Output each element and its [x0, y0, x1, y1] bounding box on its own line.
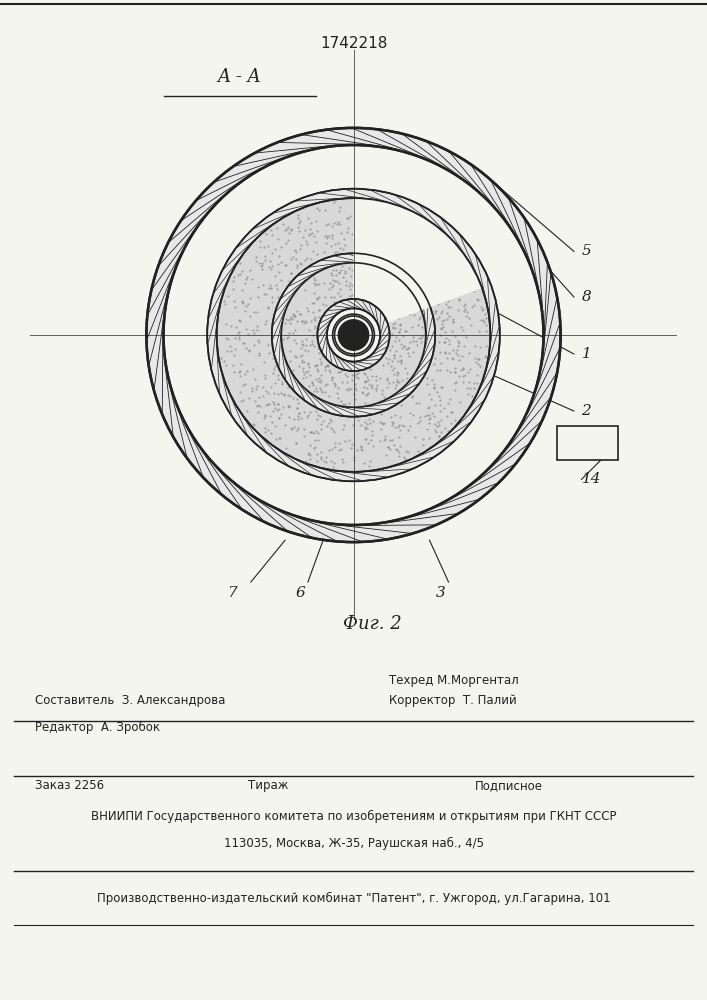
- Wedge shape: [192, 191, 217, 215]
- Wedge shape: [412, 510, 434, 532]
- Text: Производственно-издательский комбинат "Патент", г. Ужгород, ул.Гагарина, 101: Производственно-издательский комбинат "П…: [97, 891, 610, 905]
- Wedge shape: [536, 371, 557, 392]
- Wedge shape: [204, 467, 229, 491]
- Text: 3: 3: [436, 586, 446, 600]
- Wedge shape: [303, 519, 324, 540]
- Wedge shape: [332, 524, 350, 542]
- Text: 7: 7: [227, 586, 237, 600]
- Wedge shape: [481, 465, 505, 489]
- Wedge shape: [153, 264, 175, 286]
- Wedge shape: [421, 142, 444, 164]
- Text: Техред М.Моргентал: Техред М.Моргентал: [389, 674, 519, 687]
- Text: A - A: A - A: [218, 68, 262, 86]
- Text: Фиг. 2: Фиг. 2: [343, 615, 402, 633]
- Wedge shape: [499, 444, 523, 468]
- Text: Тираж: Тираж: [248, 779, 289, 792]
- Wedge shape: [354, 198, 482, 335]
- Wedge shape: [170, 424, 194, 448]
- Wedge shape: [437, 498, 460, 521]
- Text: 6: 6: [296, 586, 305, 600]
- Wedge shape: [445, 154, 469, 177]
- Wedge shape: [276, 511, 298, 533]
- Text: Заказ 2256: Заказ 2256: [35, 779, 105, 792]
- Wedge shape: [542, 345, 561, 364]
- Text: 14: 14: [581, 472, 601, 486]
- Wedge shape: [468, 170, 492, 194]
- Text: 2: 2: [581, 404, 591, 418]
- Text: ВНИИПИ Государственного комитета по изобретениям и открытиям при ГКНТ СССР: ВНИИПИ Государственного комитета по изоб…: [90, 810, 617, 823]
- Text: Корректор  Т. Палий: Корректор Т. Палий: [389, 694, 517, 707]
- Wedge shape: [506, 210, 529, 234]
- Wedge shape: [212, 172, 237, 196]
- Wedge shape: [360, 524, 379, 542]
- Wedge shape: [520, 235, 543, 258]
- Wedge shape: [531, 261, 553, 283]
- Wedge shape: [250, 500, 273, 523]
- Text: 113035, Москва, Ж-35, Раушская наб., 4/5: 113035, Москва, Ж-35, Раушская наб., 4/5: [223, 837, 484, 850]
- Text: 1742218: 1742218: [320, 36, 387, 51]
- Wedge shape: [163, 238, 186, 261]
- Text: Редактор  А. Зробок: Редактор А. Зробок: [35, 721, 160, 734]
- Wedge shape: [396, 133, 418, 154]
- Wedge shape: [146, 321, 164, 339]
- Text: 1: 1: [581, 347, 591, 361]
- Wedge shape: [259, 143, 282, 166]
- Wedge shape: [226, 485, 250, 509]
- Wedge shape: [354, 263, 421, 335]
- Text: 8: 8: [581, 290, 591, 304]
- Wedge shape: [387, 519, 407, 539]
- Wedge shape: [543, 317, 561, 335]
- Wedge shape: [147, 348, 166, 367]
- Wedge shape: [314, 129, 334, 148]
- Wedge shape: [151, 375, 172, 396]
- Circle shape: [339, 320, 368, 350]
- Wedge shape: [235, 156, 259, 179]
- Wedge shape: [286, 134, 308, 155]
- Text: Подписное: Подписное: [475, 779, 543, 792]
- Wedge shape: [460, 483, 484, 507]
- Wedge shape: [343, 128, 361, 145]
- Wedge shape: [515, 421, 538, 445]
- Wedge shape: [539, 288, 559, 309]
- Wedge shape: [370, 129, 390, 148]
- Wedge shape: [159, 400, 181, 423]
- Wedge shape: [488, 189, 512, 213]
- Text: 5: 5: [581, 244, 591, 258]
- Wedge shape: [176, 213, 200, 237]
- Wedge shape: [148, 292, 168, 312]
- Wedge shape: [186, 447, 210, 471]
- Text: Составитель  З. Александрова: Составитель З. Александрова: [35, 694, 226, 707]
- Wedge shape: [527, 397, 549, 419]
- Bar: [557, 426, 618, 460]
